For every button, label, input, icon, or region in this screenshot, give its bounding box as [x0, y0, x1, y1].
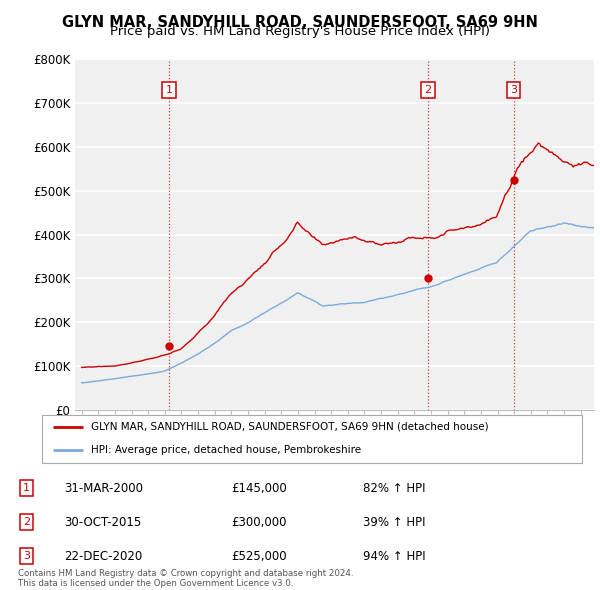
Text: 3: 3 — [23, 551, 30, 561]
Text: 2: 2 — [425, 85, 432, 95]
Text: GLYN MAR, SANDYHILL ROAD, SAUNDERSFOOT, SA69 9HN: GLYN MAR, SANDYHILL ROAD, SAUNDERSFOOT, … — [62, 15, 538, 30]
Text: 1: 1 — [166, 85, 172, 95]
Text: GLYN MAR, SANDYHILL ROAD, SAUNDERSFOOT, SA69 9HN (detached house): GLYN MAR, SANDYHILL ROAD, SAUNDERSFOOT, … — [91, 422, 488, 432]
FancyBboxPatch shape — [42, 415, 582, 463]
Text: £525,000: £525,000 — [231, 550, 287, 563]
Text: 94% ↑ HPI: 94% ↑ HPI — [364, 550, 426, 563]
Text: 31-MAR-2000: 31-MAR-2000 — [64, 481, 143, 494]
Text: HPI: Average price, detached house, Pembrokeshire: HPI: Average price, detached house, Pemb… — [91, 445, 361, 455]
Text: £145,000: £145,000 — [231, 481, 287, 494]
Text: 1: 1 — [23, 483, 30, 493]
Text: 30-OCT-2015: 30-OCT-2015 — [64, 516, 141, 529]
Text: 3: 3 — [510, 85, 517, 95]
Text: 39% ↑ HPI: 39% ↑ HPI — [364, 516, 426, 529]
Text: Price paid vs. HM Land Registry's House Price Index (HPI): Price paid vs. HM Land Registry's House … — [110, 25, 490, 38]
Text: 82% ↑ HPI: 82% ↑ HPI — [364, 481, 426, 494]
Text: Contains HM Land Registry data © Crown copyright and database right 2024.
This d: Contains HM Land Registry data © Crown c… — [18, 569, 353, 588]
Text: 22-DEC-2020: 22-DEC-2020 — [64, 550, 142, 563]
Text: 2: 2 — [23, 517, 30, 527]
Text: £300,000: £300,000 — [231, 516, 286, 529]
